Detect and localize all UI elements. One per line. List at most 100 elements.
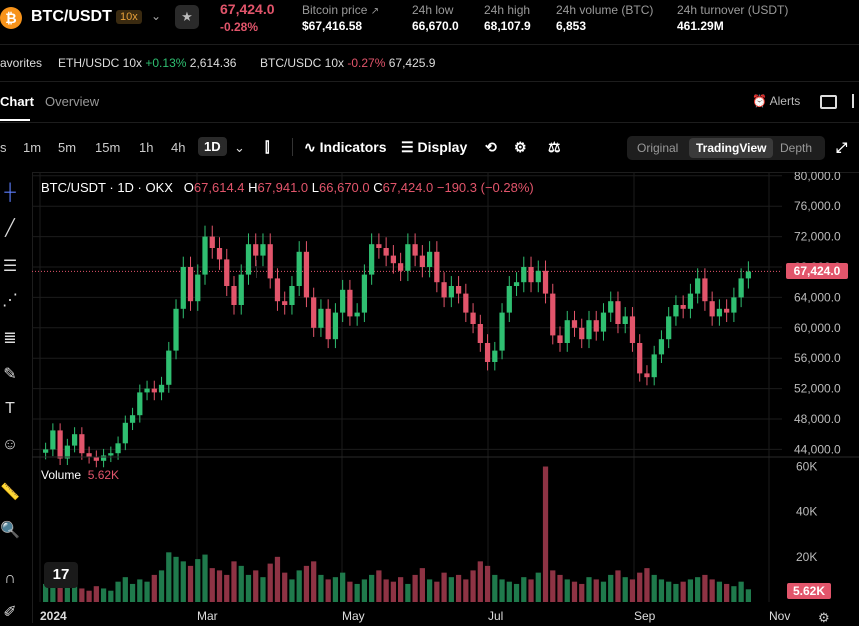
candle-body xyxy=(231,286,237,305)
candle-body xyxy=(441,282,447,298)
crosshair-icon[interactable]: ┼ xyxy=(4,184,16,201)
leverage-badge: 10x xyxy=(116,10,142,24)
legend-l-label: L xyxy=(311,180,320,195)
view-depth[interactable]: Depth xyxy=(780,141,813,155)
volume-bar xyxy=(340,572,346,602)
fullscreen-icon[interactable]: ⤢ xyxy=(836,139,848,155)
timeframe-seconds[interactable]: s xyxy=(0,140,7,155)
stat-label-bitcoin-price[interactable]: Bitcoin price ↗ xyxy=(302,3,380,17)
volume-bar xyxy=(325,579,331,602)
candle-body xyxy=(506,286,512,313)
candle-body xyxy=(108,453,114,456)
timeframe-1d[interactable]: 1D xyxy=(198,137,227,156)
more-icon[interactable] xyxy=(852,94,854,108)
chevron-down-icon[interactable]: ⌄ xyxy=(151,9,162,23)
volume-bar xyxy=(195,559,201,602)
view-original[interactable]: Original xyxy=(637,141,679,155)
stat-label-24h-turnover: 24h turnover (USDT) xyxy=(677,3,789,17)
layout-icon[interactable] xyxy=(820,95,837,109)
text-icon[interactable]: T xyxy=(5,400,15,417)
brush-icon[interactable]: ✎ xyxy=(3,366,17,383)
volume-bar xyxy=(419,568,425,602)
drawing-toolbar: ┼ ╱ ☰ ⋰ ≣ ✎ T ☺ 📏 🔍 ∩ ✐ xyxy=(0,172,33,623)
tradingview-logo[interactable]: 17 xyxy=(44,562,78,588)
trendline-icon[interactable]: ╱ xyxy=(5,220,15,237)
favorite-star-icon[interactable]: ★ xyxy=(175,5,199,29)
volume-bar xyxy=(571,581,578,602)
candle-body xyxy=(369,244,375,275)
volume-tick-label: 40K xyxy=(796,505,817,519)
divider xyxy=(292,138,293,156)
timeframe-15m[interactable]: 15m xyxy=(95,140,121,155)
candle-body xyxy=(376,244,382,248)
chevron-down-icon[interactable]: ⌄ xyxy=(234,140,245,155)
candle-body xyxy=(245,244,252,275)
volume-bar xyxy=(535,572,541,602)
legend-h-label: H xyxy=(248,180,258,195)
candle-body xyxy=(195,274,201,302)
favorite-item-btc-usdc[interactable]: BTC/USDC 10x -0.27% 67,425.9 xyxy=(260,56,435,70)
candle-body xyxy=(332,312,339,340)
list-icon: ☰ xyxy=(401,139,414,155)
lock-icon[interactable]: ✐ xyxy=(3,604,17,621)
indicators-button[interactable]: ∿ Indicators xyxy=(304,139,387,155)
tab-chart[interactable]: Chart xyxy=(0,94,34,109)
view-tradingview[interactable]: TradingView xyxy=(689,138,774,158)
candle-body xyxy=(238,274,244,305)
candle-body xyxy=(260,244,266,256)
volume-bar xyxy=(579,583,585,602)
pattern-icon[interactable]: ⋰ xyxy=(2,292,18,309)
volume-bar xyxy=(187,565,194,602)
scale-icon[interactable]: ⚖ xyxy=(548,139,561,155)
candle-type-icon[interactable]: ⫿ xyxy=(265,139,270,155)
pair-title[interactable]: BTC/USDT xyxy=(31,8,112,25)
volume-bar xyxy=(492,574,498,602)
volume-bar xyxy=(311,561,317,602)
emoji-icon[interactable]: ☺ xyxy=(1,436,19,453)
volume-label: Volume xyxy=(41,468,82,482)
tab-overview[interactable]: Overview xyxy=(45,94,100,109)
display-button[interactable]: ☰ Display xyxy=(401,139,468,155)
price-change: -0.28% xyxy=(220,20,259,34)
candlestick-chart[interactable]: 80,000.076,000.072,000.068,000.064,000.0… xyxy=(32,172,859,623)
alerts-button[interactable]: ⏰ Alerts xyxy=(752,94,801,108)
timeframe-1m[interactable]: 1m xyxy=(23,140,42,155)
favorite-item-eth-usdc[interactable]: ETH/USDC 10x +0.13% 2,614.36 xyxy=(58,56,236,70)
volume-bar xyxy=(731,586,737,602)
favorites-label[interactable]: avorites xyxy=(0,56,43,70)
volume-bar xyxy=(593,579,599,602)
candle-body xyxy=(296,251,302,286)
chart-toolbar: s 1m 5m 15m 1h 4h 1D ⌄ ⫿ ∿ Indicators ☰ … xyxy=(0,122,859,278)
gear-icon[interactable]: ⚙ xyxy=(514,139,527,155)
volume-bar xyxy=(347,581,353,602)
fib-icon[interactable]: ≣ xyxy=(3,330,17,347)
zoom-in-icon[interactable]: 🔍 xyxy=(0,522,20,539)
time-tick-label: Sep xyxy=(634,609,656,623)
candle-body xyxy=(629,316,636,343)
candle-body xyxy=(644,373,650,378)
volume-bar xyxy=(557,574,563,602)
candle-body xyxy=(593,320,599,332)
axis-settings-gear-icon[interactable]: ⚙ xyxy=(818,610,830,625)
volume-bar xyxy=(724,583,730,602)
volume-bar xyxy=(86,590,92,602)
timeframe-4h[interactable]: 4h xyxy=(171,140,186,155)
magnet-icon[interactable]: ∩ xyxy=(4,570,16,587)
volume-bar xyxy=(108,590,114,602)
candle-body xyxy=(412,244,418,256)
volume-bar xyxy=(209,568,215,602)
volume-bar xyxy=(600,581,607,602)
candle-body xyxy=(303,251,310,298)
timeframe-5m[interactable]: 5m xyxy=(58,140,77,155)
candle-body xyxy=(209,236,215,248)
volume-bar xyxy=(426,579,433,602)
stat-value-24h-turnover: 461.29M xyxy=(677,19,724,33)
timeframe-1h[interactable]: 1h xyxy=(139,140,154,155)
candle-body xyxy=(426,251,433,267)
volume-bar xyxy=(383,579,389,602)
replay-icon[interactable]: ⟲ xyxy=(485,139,497,155)
ruler-icon[interactable]: 📏 xyxy=(0,484,20,501)
horizontal-lines-icon[interactable]: ☰ xyxy=(2,258,18,275)
candle-body xyxy=(122,422,128,444)
volume-bar xyxy=(608,574,614,602)
